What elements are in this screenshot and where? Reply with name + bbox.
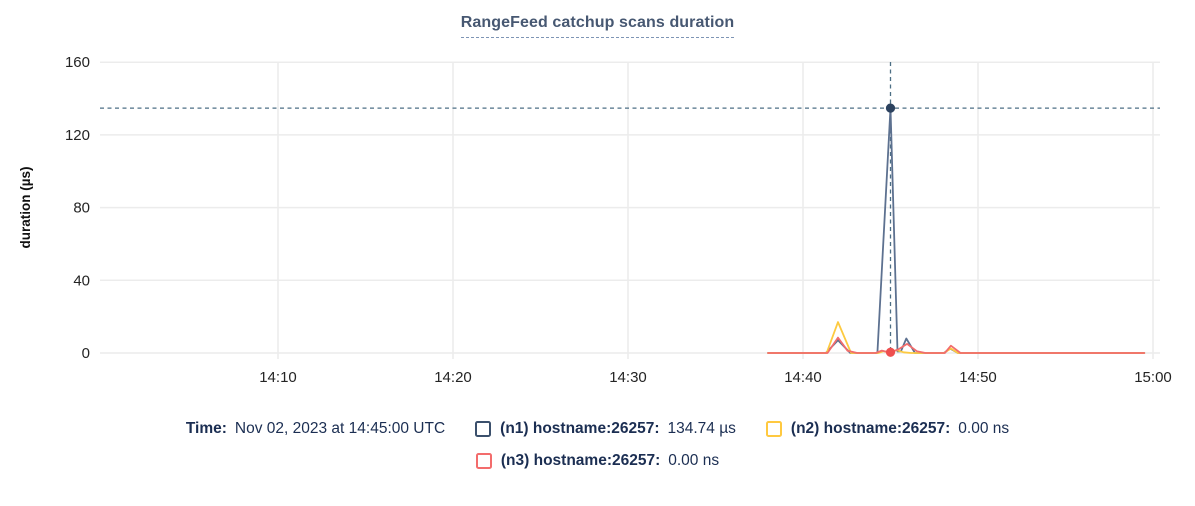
legend-row-1: Time: Nov 02, 2023 at 14:45:00 UTC (n1) … xyxy=(186,420,1009,438)
legend-swatch-n1-icon[interactable] xyxy=(475,421,492,437)
legend-label-n1: (n1) hostname:26257: xyxy=(500,420,660,437)
legend-row-2: (n3) hostname:26257: 0.00 ns xyxy=(475,452,720,470)
x-tick-label: 15:00 xyxy=(1134,369,1172,386)
series-line-n3[interactable] xyxy=(767,336,1146,354)
legend-time-label: Time: xyxy=(185,420,227,437)
hover-marker-2 xyxy=(885,347,896,357)
legend-swatch-n3-icon[interactable] xyxy=(475,453,492,469)
x-tick-label: 14:30 xyxy=(609,369,647,386)
y-tick-label: 120 xyxy=(65,127,90,144)
chart-legend: Time: Nov 02, 2023 at 14:45:00 UTC (n1) … xyxy=(0,420,1195,470)
chart-title[interactable]: RangeFeed catchup scans duration xyxy=(460,14,735,38)
y-tick-label: 80 xyxy=(73,200,90,217)
legend-value-n2: 0.00 ns xyxy=(958,420,1010,437)
chart-plot-area[interactable]: 160 120 80 40 0 14:10 14:20 14:30 14:40 14:50 15:0… xyxy=(0,0,1195,400)
x-tick-label: 14:10 xyxy=(259,369,297,386)
y-tick-label: 40 xyxy=(73,272,90,289)
x-tick-label: 14:40 xyxy=(784,369,822,386)
y-tick-label: 0 xyxy=(82,345,90,362)
series-line-n1[interactable] xyxy=(767,107,1146,354)
hover-marker-1 xyxy=(885,103,896,113)
legend-entry-n3[interactable]: (n3) hostname:26257: 0.00 ns xyxy=(475,452,720,470)
legend-value-n3: 0.00 ns xyxy=(668,452,720,469)
x-tick-label: 14:50 xyxy=(959,369,997,386)
x-tick-label: 14:20 xyxy=(434,369,472,386)
y-tick-label: 160 xyxy=(65,54,90,71)
legend-swatch-n2-icon[interactable] xyxy=(765,421,782,437)
legend-label-n2: (n2) hostname:26257: xyxy=(790,420,951,437)
legend-time: Time: Nov 02, 2023 at 14:45:00 UTC xyxy=(186,420,445,438)
legend-label-n3: (n3) hostname:26257: xyxy=(500,452,661,469)
legend-time-value: Nov 02, 2023 at 14:45:00 UTC xyxy=(234,420,446,437)
y-axis-title: duration (µs) xyxy=(18,166,33,248)
chart-title-row: RangeFeed catchup scans duration xyxy=(0,14,1195,38)
series-line-n2[interactable] xyxy=(767,321,1146,354)
legend-entry-n1[interactable]: (n1) hostname:26257: 134.74 µs xyxy=(475,420,736,438)
legend-entry-n2[interactable]: (n2) hostname:26257: 0.00 ns xyxy=(765,420,1010,438)
legend-value-n1: 134.74 µs xyxy=(667,420,736,437)
